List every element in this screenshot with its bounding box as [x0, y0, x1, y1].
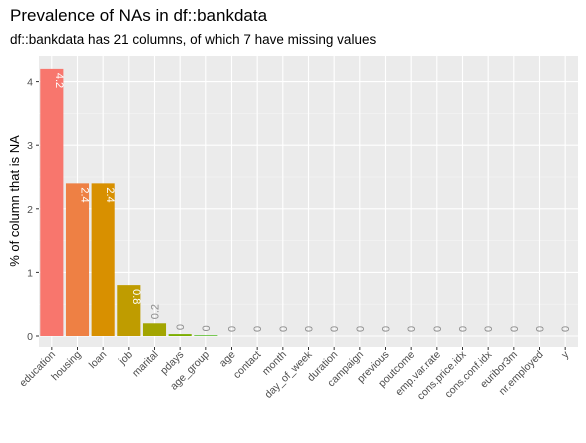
bar-pdays: [168, 334, 192, 336]
y-tick-label: 0: [27, 331, 33, 343]
data-label-emp.var.rate: 0: [432, 326, 444, 332]
y-tick-label: 2: [27, 204, 33, 216]
data-label-contact: 0: [252, 326, 264, 332]
x-tick-label-job: job: [116, 349, 135, 368]
data-label-marital: 0.2: [150, 304, 162, 319]
data-label-euribor3m: 0: [509, 326, 521, 332]
x-tick-label-y: y: [559, 348, 572, 361]
data-label-age: 0: [227, 326, 239, 332]
data-label-pdays: 0: [175, 324, 187, 330]
data-label-month: 0: [278, 326, 290, 332]
y-tick-label: 4: [27, 77, 33, 89]
data-label-education: 4.2: [53, 73, 65, 88]
y-axis-title: % of column that is NA: [7, 135, 22, 267]
chart-title: Prevalence of NAs in df::bankdata: [10, 6, 268, 25]
chart-subtitle: df::bankdata has 21 columns, of which 7 …: [10, 32, 377, 47]
data-label-cons.price.idx: 0: [458, 326, 470, 332]
bar-marital: [142, 323, 167, 336]
data-label-cons.conf.idx: 0: [483, 326, 495, 332]
bars: [40, 68, 218, 336]
bar-education: [40, 68, 64, 336]
data-label-previous: 0: [381, 326, 393, 332]
data-label-housing: 2.4: [79, 187, 91, 202]
data-label-loan: 2.4: [104, 187, 116, 202]
bar-job: [117, 285, 141, 336]
y-tick-label: 3: [27, 140, 33, 152]
bar-loan: [91, 183, 115, 336]
data-label-nr.employed: 0: [535, 326, 547, 332]
data-label-campaign: 0: [355, 326, 367, 332]
data-label-poutcome: 0: [406, 326, 418, 332]
x-tick-label-loan: loan: [87, 349, 110, 372]
x-tick-label-education: education: [17, 349, 58, 390]
x-tick-label-age: age: [217, 349, 238, 370]
data-label-age_group: 0: [201, 325, 213, 331]
data-labels: 4.2 2.4 2.4 0.8 0.2 0 0 0 0 0 0 0 0 0 0 0 0 0 0 0 0: [53, 73, 572, 332]
grid-lines: [39, 56, 578, 347]
x-tick-label-contact: contact: [231, 349, 263, 381]
y-tick-label: 1: [27, 267, 33, 279]
data-label-job: 0.8: [130, 289, 142, 304]
data-label-duration: 0: [329, 326, 341, 332]
bar-age_group: [194, 335, 218, 336]
x-tick-label-marital: marital: [130, 349, 161, 380]
data-label-day_of_week: 0: [304, 326, 316, 332]
bar-housing: [65, 183, 90, 336]
data-label-y: 0: [560, 326, 572, 332]
